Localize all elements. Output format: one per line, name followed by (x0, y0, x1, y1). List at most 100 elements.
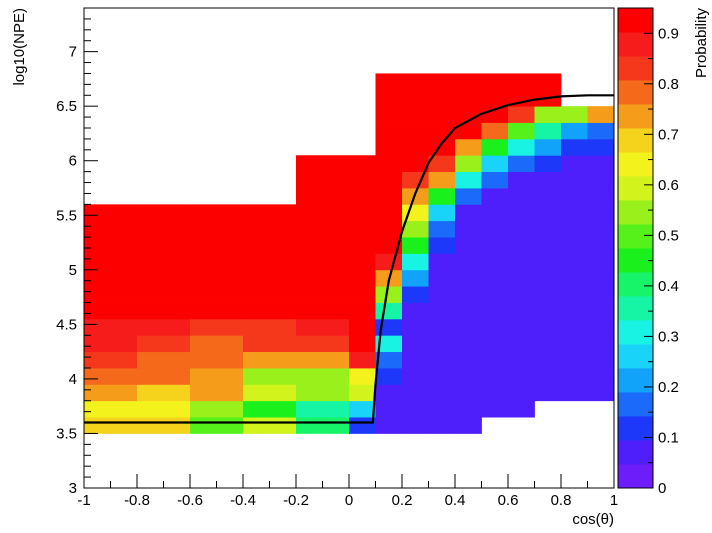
heat-cell (190, 302, 244, 320)
heat-cell (481, 122, 509, 140)
heat-cell (296, 417, 350, 434)
colorbar-band (618, 464, 653, 489)
heat-cell (349, 286, 376, 303)
heat-cell (137, 400, 191, 418)
heat-cell (243, 351, 297, 369)
cut-curve (84, 94, 614, 424)
heat-cell (428, 269, 456, 287)
heat-cell (455, 171, 482, 189)
heat-cell (534, 106, 562, 123)
heat-cell (534, 155, 562, 173)
heat-cell (243, 253, 297, 271)
heat-cell (296, 302, 350, 320)
heat-cell (296, 368, 350, 385)
heat-cell (428, 138, 456, 156)
heat-cell (84, 384, 138, 402)
heat-cell (587, 138, 615, 156)
heat-cell (508, 368, 535, 385)
heat-cell (508, 400, 535, 418)
heat-cell (508, 171, 535, 189)
heat-cell (190, 335, 244, 353)
heat-cell (402, 253, 429, 271)
heat-cell (534, 122, 562, 140)
heat-cell (190, 220, 244, 238)
heat-cell (587, 106, 615, 123)
heat-cell (137, 253, 191, 271)
heat-cell (84, 368, 138, 385)
heat-cell (428, 253, 456, 271)
colorbar-band (618, 296, 653, 321)
heat-cell (296, 351, 350, 369)
x-axis: -1 -0.8 -0.6 -0.4 -0.2 0 0.2 0.4 0.6 0.8 1 (77, 474, 618, 509)
heat-cell (375, 237, 403, 254)
heat-cell (428, 106, 456, 123)
heat-cell (587, 384, 615, 402)
heat-cell (84, 400, 138, 418)
heat-cell (508, 122, 535, 140)
colorbar-band (618, 248, 653, 273)
heat-cell (137, 286, 191, 303)
heat-cell (587, 335, 615, 353)
heat-cell (375, 138, 403, 156)
colorbar-tick-label: 0.8 (658, 76, 679, 93)
y-axis: 3 3.5 4 4.5 5 5.5 6 6.5 7 (56, 7, 98, 497)
colorbar-band (618, 224, 653, 249)
heat-cell (375, 188, 403, 205)
heat-cell (455, 73, 482, 91)
heat-cell (243, 302, 297, 320)
heat-cell (375, 73, 403, 91)
heat-cell (587, 253, 615, 271)
colorbar-band (618, 152, 653, 177)
heat-cell (349, 237, 376, 254)
heat-cell (455, 204, 482, 222)
x-tick-label: 0.6 (498, 492, 519, 509)
heat-cell (481, 220, 509, 238)
heat-cell (375, 400, 403, 418)
heat-cell (561, 204, 588, 222)
heat-cell (349, 253, 376, 271)
heat-cell (402, 384, 429, 402)
heat-cell (349, 171, 376, 189)
heat-cell (190, 253, 244, 271)
heat-cell (534, 253, 562, 271)
heat-cell (481, 155, 509, 173)
heat-cell (137, 417, 191, 434)
heat-cell (349, 269, 376, 287)
heat-cell (455, 269, 482, 287)
heat-cell (534, 318, 562, 336)
heat-cell (296, 286, 350, 303)
heat-cell (508, 351, 535, 369)
heat-cell (137, 384, 191, 402)
heat-cell (561, 155, 588, 173)
heat-cell (84, 204, 138, 222)
heat-cell (534, 73, 562, 91)
y-tick-label: 3 (69, 480, 77, 497)
heat-cell (481, 73, 509, 91)
heat-cell (375, 204, 403, 222)
heat-cell (84, 237, 138, 254)
heat-cell (349, 400, 376, 418)
heat-cell (508, 237, 535, 254)
heat-cell (84, 318, 138, 336)
heat-cell (402, 171, 429, 189)
heat-cell (296, 253, 350, 271)
x-tick-label: 0 (345, 492, 353, 509)
heat-cell (296, 384, 350, 402)
heat-cell (84, 302, 138, 320)
heat-cell (587, 286, 615, 303)
heat-cell (587, 171, 615, 189)
y-tick-label: 4.5 (56, 316, 77, 333)
heat-cell (481, 106, 509, 123)
heat-cell (402, 138, 429, 156)
heat-cell (296, 204, 350, 222)
heat-cell (481, 237, 509, 254)
heat-cell (296, 220, 350, 238)
heat-cell (561, 384, 588, 402)
heat-cell (587, 269, 615, 287)
heat-cell (375, 220, 403, 238)
heat-cell (296, 188, 350, 205)
heat-cell (561, 106, 588, 123)
heat-cell (455, 220, 482, 238)
heat-cell (508, 220, 535, 238)
heat-cell (137, 368, 191, 385)
